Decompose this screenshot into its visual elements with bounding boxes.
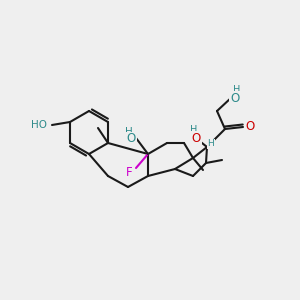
Text: O: O	[191, 131, 201, 145]
Text: O: O	[245, 121, 255, 134]
Text: H: H	[208, 140, 214, 148]
Text: O: O	[230, 92, 240, 104]
Text: H: H	[233, 85, 241, 95]
Text: O: O	[126, 133, 136, 146]
Text: F: F	[126, 167, 132, 179]
Text: H: H	[125, 127, 133, 137]
Text: H: H	[190, 125, 198, 135]
Text: HO: HO	[31, 120, 47, 130]
